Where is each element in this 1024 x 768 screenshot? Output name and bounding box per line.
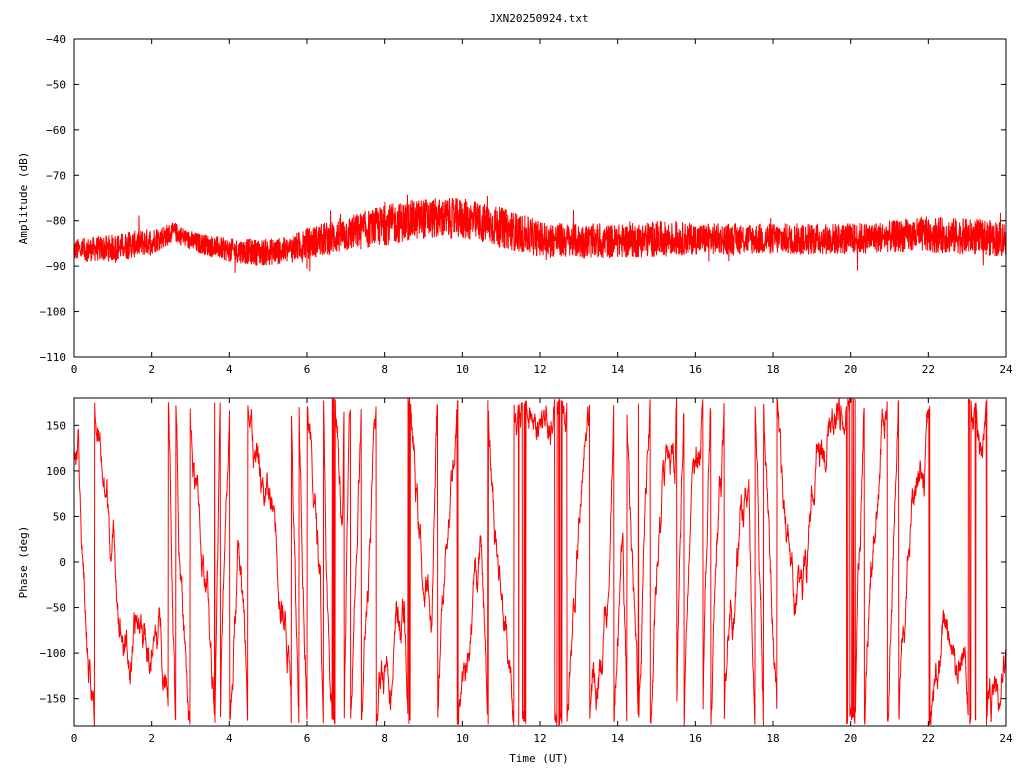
- x-tick-label: 8: [381, 732, 388, 745]
- amplitude-ylabel: Amplitude (dB): [17, 152, 30, 245]
- y-tick-label: −50: [46, 78, 66, 91]
- y-tick-label: −70: [46, 169, 66, 182]
- x-tick-label: 20: [844, 732, 857, 745]
- chart-title: JXN20250924.txt: [489, 12, 588, 25]
- x-tick-label: 24: [999, 732, 1013, 745]
- y-tick-label: −50: [46, 602, 66, 615]
- phase-ticks: 0 2 4 6 8 10 12 14 16 18 20 22 24150100500−50−100−15…: [40, 398, 1013, 745]
- y-tick-label: −40: [46, 33, 66, 46]
- x-tick-label: 10: [456, 732, 469, 745]
- x-tick-label: 16: [689, 732, 702, 745]
- x-tick-label: 24: [999, 363, 1013, 376]
- x-tick-label: 16: [689, 363, 702, 376]
- amplitude-ticks: 0 2 4 6 8 10 12 14 16 18 20 22 24−40−50−60−70−80−90−…: [40, 33, 1013, 376]
- phase-panel: 0 2 4 6 8 10 12 14 16 18 20 22 24150100500−50−100−15…: [17, 397, 1013, 765]
- y-tick-label: 150: [46, 419, 66, 432]
- y-tick-label: −100: [40, 647, 67, 660]
- y-tick-label: −110: [40, 351, 67, 364]
- amplitude-panel: 0 2 4 6 8 10 12 14 16 18 20 22 24−40−50−60−70−80−90−…: [17, 33, 1013, 376]
- x-tick-label: 2: [148, 363, 155, 376]
- x-tick-label: 14: [611, 732, 625, 745]
- x-tick-label: 8: [381, 363, 388, 376]
- y-tick-label: −150: [40, 693, 67, 706]
- phase-trace: [74, 398, 1006, 726]
- amplitude-trace: [73, 194, 1007, 273]
- y-tick-label: −60: [46, 124, 66, 137]
- y-tick-label: 50: [53, 510, 66, 523]
- x-tick-label: 6: [304, 732, 311, 745]
- x-tick-label: 10: [456, 363, 469, 376]
- phase-series: [74, 398, 1006, 726]
- x-tick-label: 22: [922, 363, 935, 376]
- y-tick-label: −80: [46, 215, 66, 228]
- x-tick-label: 14: [611, 363, 625, 376]
- y-tick-label: −100: [40, 306, 67, 319]
- amplitude-series: [73, 194, 1007, 273]
- y-tick-label: −90: [46, 260, 66, 273]
- x-tick-label: 4: [226, 732, 233, 745]
- x-tick-label: 20: [844, 363, 857, 376]
- x-tick-label: 18: [766, 732, 779, 745]
- x-tick-label: 0: [71, 732, 78, 745]
- phase-ylabel: Phase (deg): [17, 526, 30, 599]
- x-tick-label: 18: [766, 363, 779, 376]
- x-tick-label: 4: [226, 363, 233, 376]
- y-tick-label: 100: [46, 465, 66, 478]
- x-tick-label: 12: [533, 732, 546, 745]
- x-tick-label: 6: [304, 363, 311, 376]
- x-tick-label: 22: [922, 732, 935, 745]
- x-tick-label: 0: [71, 363, 78, 376]
- x-tick-label: 2: [148, 732, 155, 745]
- x-tick-label: 12: [533, 363, 546, 376]
- y-tick-label: 0: [59, 556, 66, 569]
- phase-xlabel: Time (UT): [509, 752, 569, 765]
